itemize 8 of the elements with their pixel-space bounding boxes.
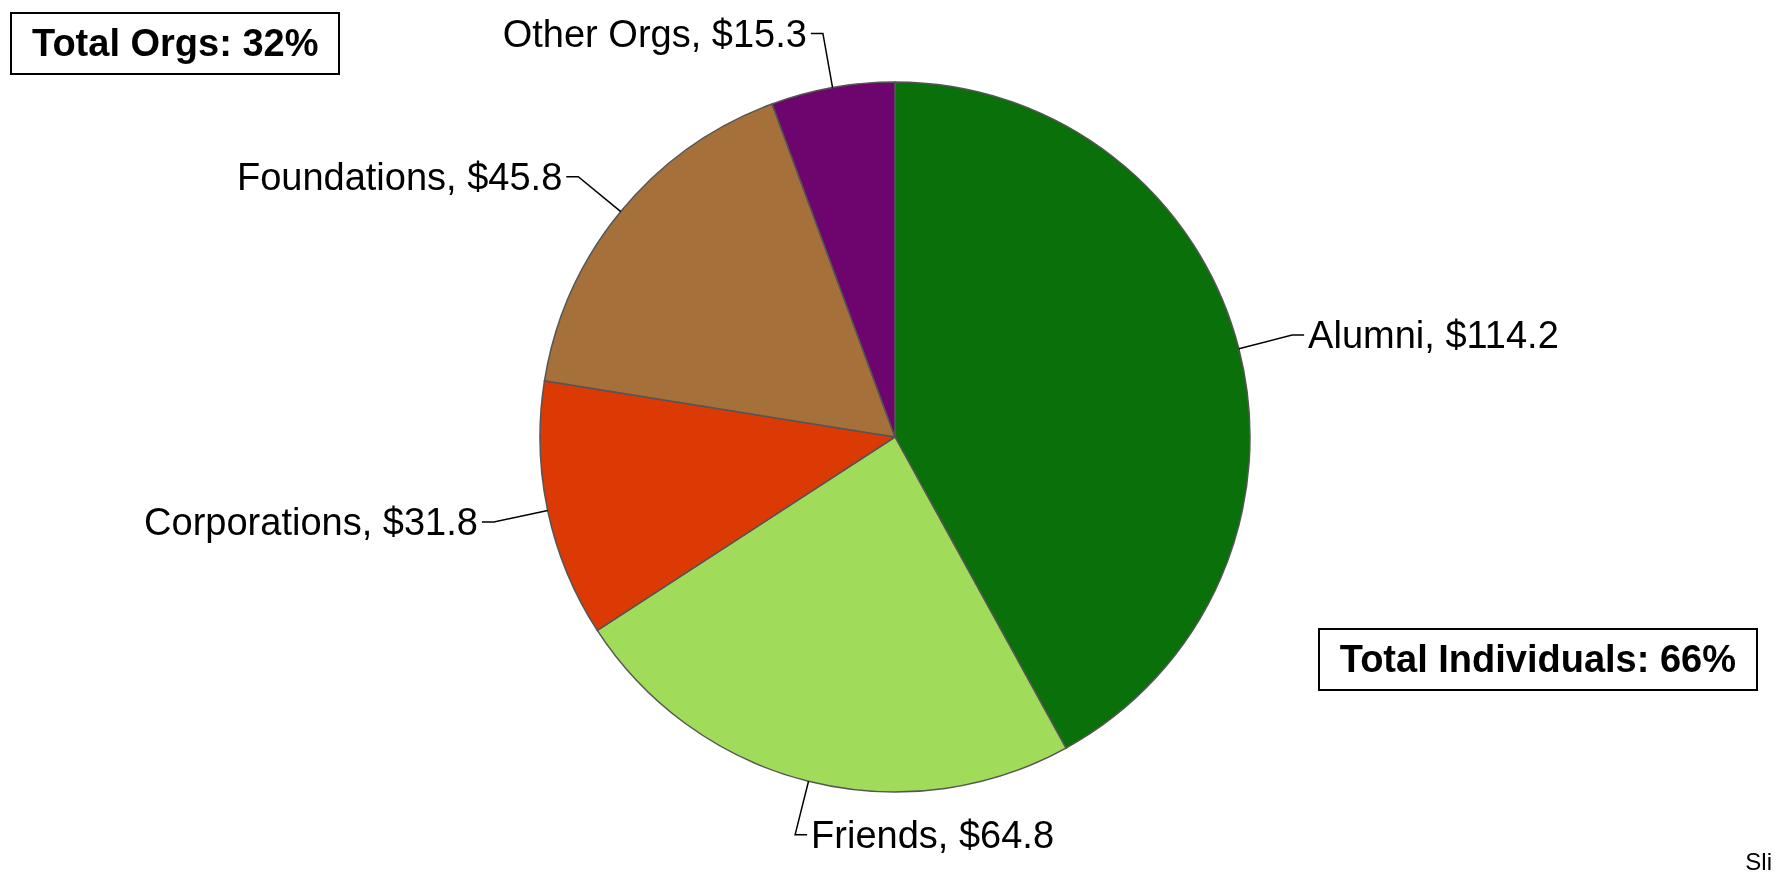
slice-label: Alumni, $114.2 <box>1308 314 1559 357</box>
slice-label: Corporations, $31.8 <box>144 501 478 544</box>
text: Total Orgs: 32% <box>10 12 341 75</box>
text: Total Individuals: 66% <box>1317 628 1758 691</box>
text: Sli <box>1745 848 1772 876</box>
slice-label: Friends, $64.8 <box>811 813 1055 856</box>
slice-label: Foundations, $45.8 <box>236 155 563 198</box>
slice-label: Other Orgs, $15.3 <box>502 12 807 55</box>
